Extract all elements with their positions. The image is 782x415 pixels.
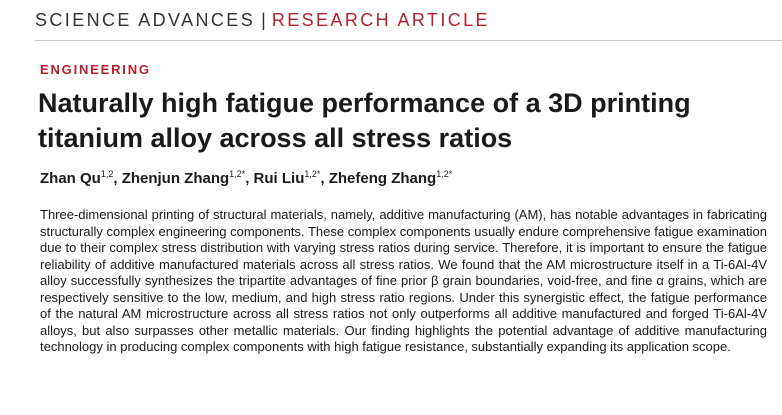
author-separator: , bbox=[320, 170, 329, 187]
article-type: RESEARCH ARTICLE bbox=[271, 10, 490, 30]
author-list: Zhan Qu1,2, Zhenjun Zhang1,2*, Rui Liu1,… bbox=[40, 169, 453, 188]
author[interactable]: Zhan Qu1,2 bbox=[40, 169, 114, 188]
author-separator: , bbox=[245, 170, 254, 187]
author-separator: , bbox=[113, 170, 122, 187]
author-name: Zhan Qu bbox=[40, 170, 101, 187]
author-affiliation: 1,2* bbox=[304, 169, 321, 179]
author[interactable]: Rui Liu1,2* bbox=[253, 169, 321, 188]
journal-header: SCIENCE ADVANCES | RESEARCH ARTICLE bbox=[35, 10, 490, 31]
author-affiliation: 1,2* bbox=[436, 169, 453, 179]
abstract: Three-dimensional printing of structural… bbox=[40, 207, 767, 354]
header-separator: | bbox=[261, 10, 266, 30]
author-name: Zhefeng Zhang bbox=[328, 170, 437, 187]
author[interactable]: Zhefeng Zhang1,2* bbox=[328, 169, 453, 188]
author[interactable]: Zhenjun Zhang1,2* bbox=[121, 169, 246, 188]
article-title: Naturally high fatigue performance of a … bbox=[38, 88, 691, 153]
journal-name[interactable]: SCIENCE ADVANCES bbox=[35, 10, 256, 30]
author-name: Rui Liu bbox=[253, 170, 305, 187]
header-divider bbox=[35, 40, 782, 41]
author-affiliation: 1,2* bbox=[229, 169, 246, 179]
author-name: Zhenjun Zhang bbox=[121, 170, 230, 187]
section-label: ENGINEERING bbox=[40, 62, 151, 77]
author-affiliation: 1,2 bbox=[100, 169, 114, 179]
